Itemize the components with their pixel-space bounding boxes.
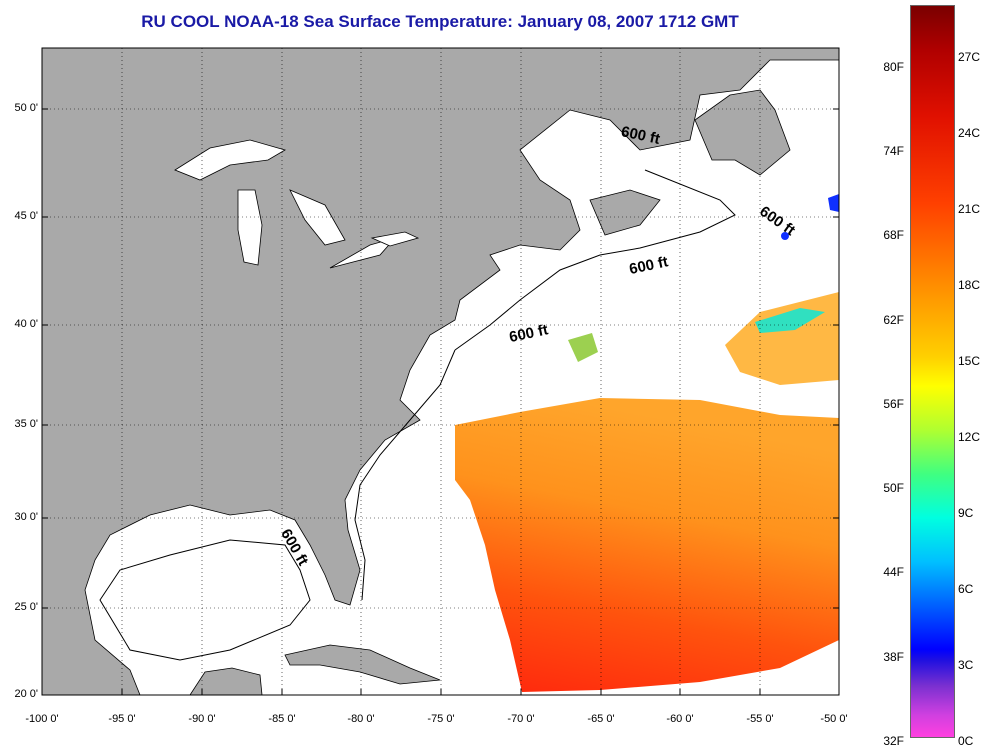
lake-superior	[174, 139, 287, 181]
yucatan	[189, 667, 263, 695]
lon-label-65: -65 0'	[587, 713, 615, 725]
lon-label-70: -70 0'	[507, 713, 535, 725]
graticule	[42, 48, 839, 695]
lon-label-50: -50 0'	[820, 713, 848, 725]
colorbar-c-9: 9C	[958, 506, 974, 520]
colorbar-f-56: 56F	[883, 397, 904, 411]
colorbar-c-27: 27C	[958, 50, 981, 64]
isobath-600ft-north	[454, 169, 736, 351]
lat-label-45: 45 0'	[14, 210, 38, 222]
colorbar-c-6: 6C	[958, 582, 974, 596]
sst-map: 600 ft 600 ft 600 ft 600 ft 600 ft	[41, 47, 840, 696]
lon-label-90: -90 0'	[188, 713, 216, 725]
temperature-colorbar	[910, 5, 955, 738]
colorbar-c-24: 24C	[958, 126, 981, 140]
colorbar-c-15: 15C	[958, 354, 981, 368]
colorbar-f-50: 50F	[883, 481, 904, 495]
colorbar-f-38: 38F	[883, 650, 904, 664]
lon-label-80: -80 0'	[347, 713, 375, 725]
lake-michigan	[237, 189, 263, 266]
colorbar-c-0: 0C	[958, 734, 974, 748]
lake-huron	[289, 189, 346, 246]
cuba	[284, 644, 441, 685]
lat-label-30: 30 0'	[14, 511, 38, 523]
lon-label-60: -60 0'	[666, 713, 694, 725]
colorbar-f-44: 44F	[883, 565, 904, 579]
colorbar-c-21: 21C	[958, 202, 981, 216]
lake-ontario	[370, 231, 420, 247]
lon-label-75: -75 0'	[427, 713, 455, 725]
lat-label-25: 25 0'	[14, 601, 38, 613]
lat-label-20: 20 0'	[14, 688, 38, 700]
colorbar-c-18: 18C	[958, 278, 981, 292]
lon-label-55: -55 0'	[746, 713, 774, 725]
newfoundland	[694, 89, 791, 176]
cold-spot-dot	[781, 232, 789, 240]
cold-spot-ne	[828, 194, 839, 212]
colorbar-c-3: 3C	[958, 658, 974, 672]
axis-ticks	[42, 108, 839, 695]
lat-label-35: 35 0'	[14, 418, 38, 430]
sst-warm-field	[455, 398, 839, 692]
colorbar-f-68: 68F	[883, 228, 904, 242]
map-title: RU COOL NOAA-18 Sea Surface Temperature:…	[141, 12, 739, 31]
nova-scotia	[589, 189, 661, 236]
sst-small-patch	[568, 333, 598, 362]
colorbar-f-80: 80F	[883, 60, 904, 74]
lat-label-50: 50 0'	[14, 102, 38, 114]
colorbar-c-12: 12C	[958, 430, 981, 444]
lon-label-100: -100 0'	[25, 713, 59, 725]
lon-label-95: -95 0'	[108, 713, 136, 725]
colorbar-f-74: 74F	[883, 144, 904, 158]
isobath-600ft-south	[354, 349, 456, 601]
sst-cold-patch	[755, 308, 825, 333]
colorbar-f-62: 62F	[883, 313, 904, 327]
lon-label-85: -85 0'	[268, 713, 296, 725]
lat-label-40: 40 0'	[14, 318, 38, 330]
isobath-600ft-gulf	[99, 539, 311, 661]
colorbar-f-32: 32F	[883, 734, 904, 748]
